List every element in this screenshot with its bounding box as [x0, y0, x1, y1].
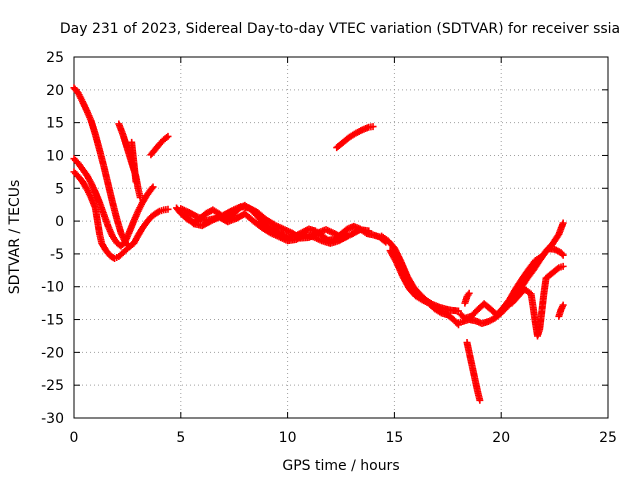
x-tick-label: 0: [70, 430, 79, 446]
data-point: [132, 178, 140, 186]
axis-ticks: 0 5 10 15 20 25 -30 -25 -20 -15 -10 -5 0 5 10 15 20 25: [41, 50, 617, 446]
y-axis-label: SDTVAR / TECUs: [7, 180, 23, 295]
y-tick-label: 10: [46, 148, 64, 164]
series-arc-o: [461, 289, 473, 307]
series-arc-i: [181, 210, 351, 247]
y-tick-label: -20: [41, 345, 64, 361]
series-arc-f: [147, 132, 172, 159]
data-point: [136, 193, 144, 201]
y-tick-label: -15: [41, 313, 64, 329]
data-point: [148, 184, 156, 192]
series-arc-a: [70, 84, 172, 251]
series-arc-b: [70, 155, 157, 250]
y-tick-label: 15: [46, 116, 64, 132]
x-tick-label: 25: [599, 430, 617, 446]
data-point: [559, 219, 567, 227]
data-point: [149, 183, 157, 191]
y-tick-label: -25: [41, 378, 64, 394]
y-tick-label: -30: [41, 411, 64, 427]
y-tick-label: -10: [41, 280, 64, 296]
data-point: [154, 208, 162, 216]
series-arc-n: [457, 245, 567, 322]
y-tick-label: 5: [55, 181, 64, 197]
plot-frame: [73, 56, 609, 419]
x-tick-label: 15: [385, 430, 403, 446]
y-tick-label: 0: [55, 214, 64, 230]
data-point: [558, 250, 566, 258]
x-tick-label: 10: [279, 430, 297, 446]
x-axis-label: GPS time / hours: [282, 458, 399, 474]
data-point: [559, 262, 567, 270]
series-arc-q: [508, 262, 567, 340]
data-point: [163, 134, 171, 142]
data-point: [122, 246, 130, 254]
series-arc-j: [333, 123, 377, 152]
series-arc-l: [386, 247, 462, 329]
series-arc-p: [463, 339, 484, 404]
data-point: [559, 301, 567, 309]
y-tick-label: 20: [46, 83, 64, 99]
series-arc-d: [115, 120, 144, 201]
y-tick-label: 25: [46, 50, 64, 66]
x-tick-label: 20: [492, 430, 510, 446]
y-tick-label: -5: [50, 247, 64, 263]
grid: [74, 57, 608, 418]
data-point: [164, 132, 172, 140]
data-point: [343, 232, 351, 240]
data-points: [70, 84, 567, 404]
series-arc-c: [70, 168, 131, 263]
chart-title: Day 231 of 2023, Sidereal Day-to-day VTE…: [60, 21, 620, 37]
data-point: [369, 123, 377, 131]
series-arc-r: [555, 301, 567, 320]
data-point: [465, 289, 473, 297]
series-arc-h: [177, 203, 373, 242]
data-point: [123, 245, 131, 253]
series-arc-e: [128, 138, 140, 186]
data-point: [365, 227, 373, 235]
data-point: [164, 205, 172, 213]
data-point: [476, 396, 484, 404]
data-point: [559, 251, 567, 259]
x-tick-label: 5: [176, 430, 185, 446]
